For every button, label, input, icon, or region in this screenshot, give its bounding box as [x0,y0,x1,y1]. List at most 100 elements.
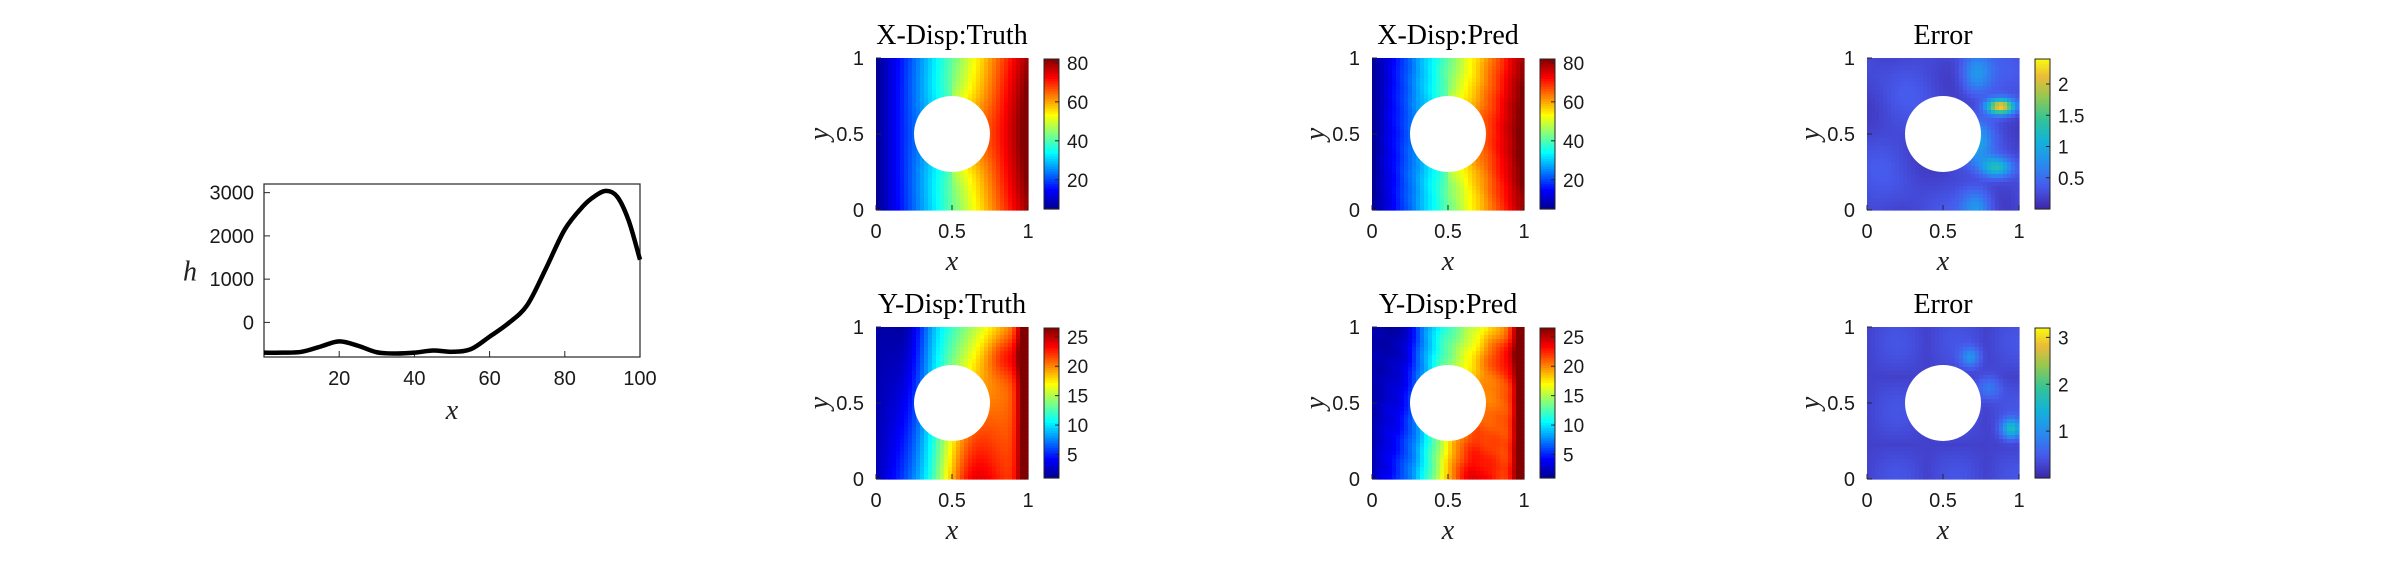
heatmap-cell [876,475,881,480]
heatmap-cell [1915,206,1920,211]
y-tick-label: 0 [1349,200,1360,222]
heatmap-cell [1947,86,1952,91]
heatmap-cell [1424,182,1429,187]
heatmap-cell [1871,118,1876,123]
heatmap-cell [1460,202,1465,207]
heatmap-cell [1995,86,2000,91]
heatmap-cell [1508,150,1513,155]
colorbar-segment [1540,86,1555,90]
heatmap-cell [1432,202,1437,207]
heatmap-cell [1020,58,1025,63]
heatmap-cell [896,435,901,440]
heatmap-cell [1416,206,1421,211]
heatmap-cell [1016,190,1021,195]
heatmap-cell [1468,190,1473,195]
heatmap-cell [1452,90,1457,95]
heatmap-cell [1891,82,1896,87]
heatmap-cell [928,178,933,183]
heatmap-cell [1384,66,1389,71]
colorbar-segment [1540,171,1555,175]
heatmap-cell [1508,94,1513,99]
heatmap-cell [1440,78,1445,83]
heatmap-cell [1500,170,1505,175]
heatmap-cell [920,190,925,195]
heatmap-cell [1020,182,1025,187]
heatmap-cell [916,58,921,63]
heatmap-cell [1428,86,1433,91]
heatmap-cell [912,206,917,211]
heatmap-cell [1987,166,1992,171]
heatmap-cell [1408,154,1413,159]
heatmap-cell [1907,94,1912,99]
heatmap-cell [908,70,913,75]
heatmap-cell [1963,98,1968,103]
heatmap-cell [1871,182,1876,187]
heatmap-cell [1983,202,1988,207]
heatmap-cell [1907,74,1912,79]
heatmap-cell [1871,166,1876,171]
heatmap-cell [1983,186,1988,191]
heatmap-cell [1376,70,1381,75]
heatmap-cell [1955,86,1960,91]
heatmap-cell [1955,206,1960,211]
heatmap-cell [1995,126,2000,131]
heatmap-cell [1931,178,1936,183]
heatmap-cell [996,62,1001,67]
heatmap-cell [944,86,949,91]
heatmap-cell [1931,186,1936,191]
heatmap-cell [1492,190,1497,195]
heatmap-cell [1472,182,1477,187]
heatmap-cell [1999,166,2004,171]
heatmap-cell [940,206,945,211]
heatmap-cell [1951,194,1956,199]
colorbar-segment [2035,84,2050,88]
heatmap-cell [908,150,913,155]
heatmap-cell [876,150,881,155]
heatmap-cell [892,467,897,472]
heatmap-cell [1408,198,1413,203]
heatmap-cell [996,202,1001,207]
heatmap-cell [1012,146,1017,151]
heatmap-cell [988,206,993,211]
heatmap-cell [972,82,977,87]
heatmap-cell [888,138,893,143]
heatmap-cell [876,367,881,372]
heatmap-cell [900,459,905,464]
heatmap-cell [1408,74,1413,79]
heatmap-cell [1879,90,1884,95]
heatmap-cell [2007,94,2012,99]
heatmap-cell [1020,90,1025,95]
heatmap-cell [1384,158,1389,163]
heatmap-cell [1911,106,1916,111]
heatmap-cell [1911,62,1916,67]
heatmap-cell [900,375,905,380]
colorbar-frame [2034,58,2051,210]
heatmap-cell [896,371,901,376]
heatmap-cell [1895,186,1900,191]
heatmap-cell [1500,78,1505,83]
heatmap-cell [916,106,921,111]
heatmap-cell [1388,154,1393,159]
heatmap-cell [1867,166,1872,171]
heatmap-cell [1879,126,1884,131]
heatmap-cell [1979,82,1984,87]
heatmap-cell [964,182,969,187]
heatmap-cell [1520,86,1525,91]
heatmap-cell [912,363,917,368]
panel-title: X-Disp:Pred [1377,20,1519,51]
heatmap-cell [880,126,885,131]
heatmap-cell [1991,206,1996,211]
heatmap-cell [1919,86,1924,91]
heatmap-cell [1911,70,1916,75]
heatmap-cell [1480,154,1485,159]
heatmap-cell [2003,182,2008,187]
heatmap-cell [1987,206,1992,211]
heatmap-cell [1999,86,2004,91]
colorbar-segment [2035,151,2050,155]
heatmap-cell [1500,150,1505,155]
heatmap-cell [1516,78,1521,83]
heatmap-cell [1979,78,1984,83]
heatmap-cell [916,86,921,91]
heatmap-cell [1895,194,1900,199]
heatmap-cell [1456,74,1461,79]
